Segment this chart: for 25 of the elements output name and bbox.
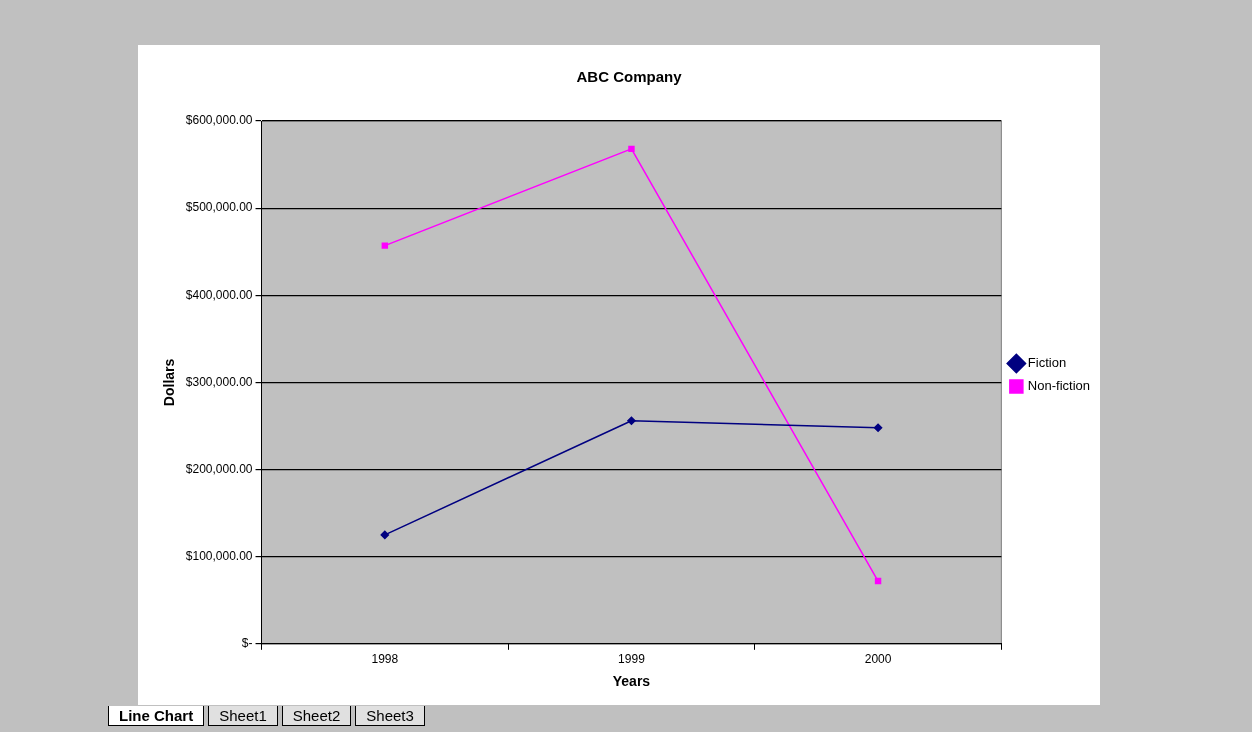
y-tick-label: $600,000.00 <box>185 113 253 128</box>
point <box>628 145 635 153</box>
x-tick-label: 1999 <box>618 652 646 667</box>
chart-title: ABC Company <box>576 68 683 86</box>
point <box>627 416 636 425</box>
legend-label: Non-fiction <box>1027 378 1090 394</box>
y-tick-label: $200,000.00 <box>185 461 253 476</box>
x-axis-title: Years <box>612 673 651 690</box>
text: Line Chart <box>108 706 205 726</box>
point <box>874 577 882 585</box>
y-tick-label: $400,000.00 <box>185 287 253 302</box>
y-tick-label: $300,000.00 <box>185 374 253 389</box>
point <box>380 530 390 540</box>
point <box>873 423 883 432</box>
y-axis-title: Dollars <box>161 358 178 407</box>
point <box>381 242 389 249</box>
legend-label: Fiction <box>1027 355 1067 371</box>
y-tick-label: $100,000.00 <box>185 548 253 563</box>
text: Sheet3 <box>355 706 425 726</box>
text: Sheet1 <box>208 706 278 726</box>
x-tick-label: 2000 <box>864 652 892 667</box>
y-tick-label: $- <box>241 636 253 651</box>
x-tick-label: 1998 <box>371 652 399 667</box>
text: Sheet2 <box>281 706 352 726</box>
y-tick-label: $500,000.00 <box>185 200 253 215</box>
